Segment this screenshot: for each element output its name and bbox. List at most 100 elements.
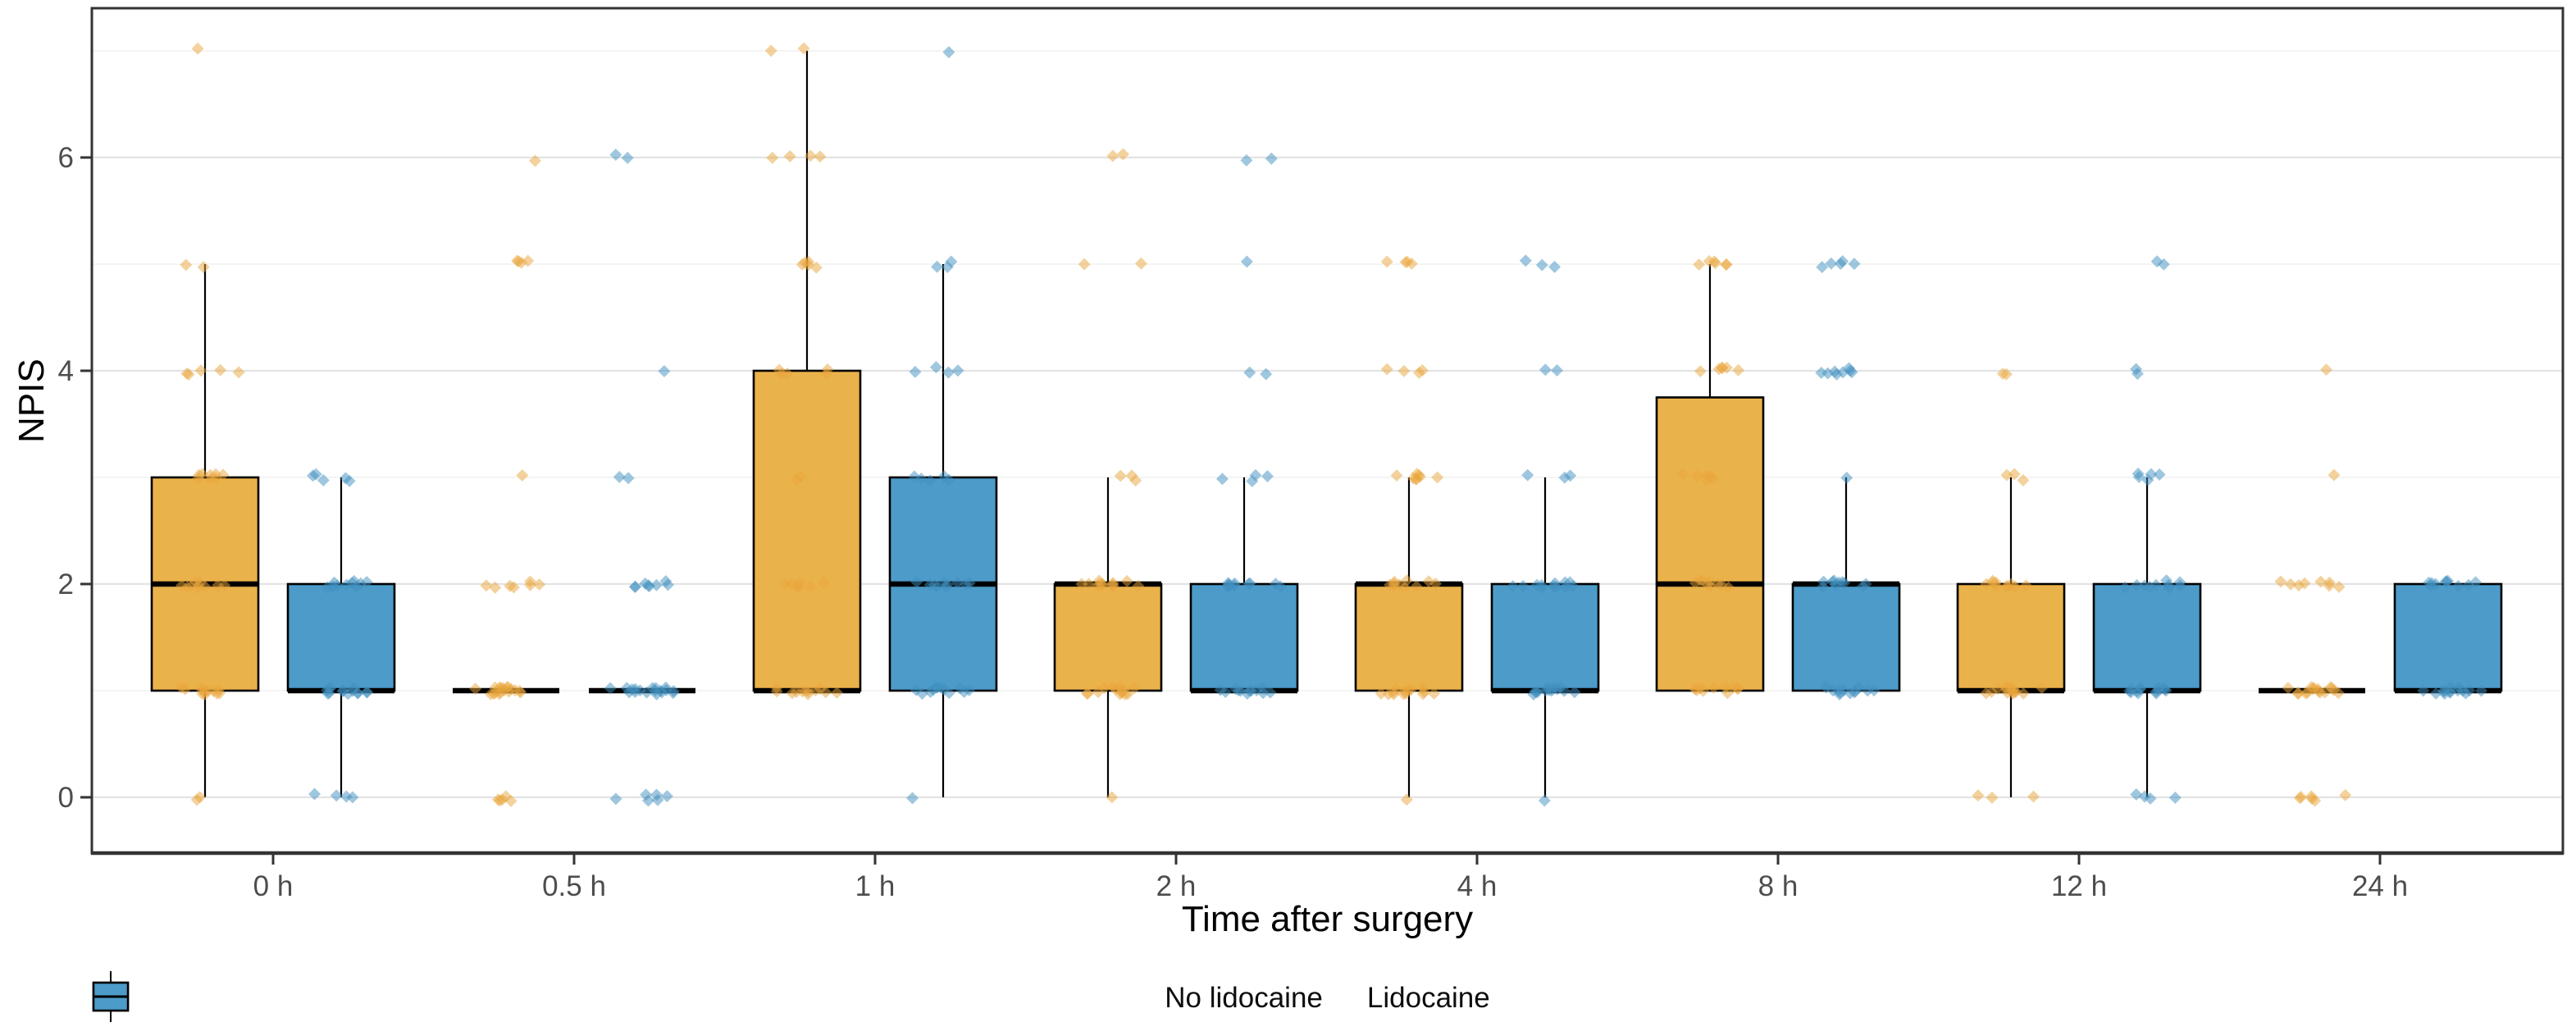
data-point	[797, 42, 810, 55]
data-point	[819, 686, 832, 699]
data-point	[963, 577, 976, 590]
box	[2393, 582, 2503, 692]
data-point	[784, 577, 797, 591]
data-point	[1845, 366, 1858, 379]
data-point	[1398, 581, 1411, 594]
data-point	[2339, 788, 2352, 801]
data-point	[764, 44, 777, 57]
data-point	[923, 474, 937, 487]
legend-item-lidocaine: Lidocaine	[92, 971, 1490, 1022]
data-point	[2469, 576, 2483, 589]
data-point	[914, 472, 928, 486]
data-point	[2130, 578, 2143, 591]
data-point	[809, 684, 822, 697]
data-point	[1827, 574, 1840, 587]
data-point	[2456, 684, 2469, 697]
data-point	[1222, 578, 1235, 591]
y-tick-label: 4	[58, 355, 74, 387]
data-point	[1240, 154, 1253, 167]
jitter-points	[469, 154, 546, 807]
data-point	[1078, 258, 1091, 271]
data-point	[1242, 684, 1256, 697]
box	[752, 369, 862, 692]
data-point	[622, 472, 635, 485]
data-point	[1676, 468, 1689, 481]
data-point	[2138, 790, 2151, 803]
data-point	[2291, 687, 2305, 701]
data-point	[2274, 575, 2287, 588]
data-point	[640, 788, 653, 801]
data-point	[2150, 255, 2163, 268]
data-point	[1405, 257, 1418, 270]
data-point	[1075, 577, 1088, 591]
data-point	[198, 687, 212, 701]
data-point	[317, 474, 330, 487]
data-point	[1387, 687, 1400, 701]
data-point	[203, 468, 217, 481]
data-point	[180, 258, 193, 272]
data-point	[1128, 682, 1141, 695]
data-point	[498, 684, 511, 697]
data-point	[2027, 790, 2040, 803]
data-point	[507, 581, 520, 594]
data-point	[1825, 257, 1838, 270]
data-point	[330, 789, 343, 802]
data-point	[951, 576, 964, 589]
data-point	[1535, 258, 1548, 272]
data-point	[1274, 580, 1287, 593]
data-point	[1405, 682, 1418, 696]
jitter-points	[1676, 254, 1745, 700]
data-point	[209, 468, 222, 481]
data-point	[197, 261, 210, 274]
data-point	[2323, 576, 2336, 589]
boxplot-no-lidocaine-8h	[1655, 254, 1765, 700]
data-point	[2284, 577, 2297, 591]
jitter-points	[1375, 255, 1444, 806]
data-point	[941, 366, 955, 379]
data-point	[2282, 682, 2295, 695]
data-point	[179, 682, 192, 696]
data-point	[1980, 577, 1993, 591]
data-point	[954, 682, 967, 695]
data-point	[609, 792, 622, 806]
jitter-points	[2118, 255, 2186, 806]
data-point	[1527, 687, 1540, 701]
data-point	[1240, 255, 1253, 268]
data-point	[660, 790, 673, 803]
data-point	[1390, 469, 1403, 482]
box	[1655, 396, 1765, 692]
data-point	[1132, 579, 1145, 592]
data-point	[1416, 363, 1429, 377]
box	[2092, 582, 2202, 692]
boxplot-no-lidocaine-2h	[1053, 148, 1163, 804]
data-point	[801, 685, 814, 698]
data-point	[906, 792, 919, 805]
data-point	[783, 149, 796, 162]
data-point	[1853, 681, 1866, 694]
data-point	[1840, 471, 1853, 484]
data-point	[1548, 260, 1562, 273]
data-point	[512, 255, 525, 268]
data-point	[2451, 579, 2464, 592]
boxplot-no-lidocaine-12h	[1956, 367, 2066, 804]
boxplot-lidocaine-4h	[1490, 254, 1600, 807]
data-point	[773, 363, 786, 377]
data-point	[2173, 579, 2186, 592]
data-point	[931, 681, 944, 694]
data-point	[2293, 792, 2306, 805]
data-point	[2131, 367, 2144, 381]
data-point	[1817, 580, 1830, 593]
data-point	[1134, 257, 1147, 270]
data-point	[1721, 687, 1734, 700]
data-point	[1707, 681, 1721, 694]
data-point	[193, 468, 206, 481]
data-point	[341, 687, 354, 701]
data-point	[1117, 148, 1130, 161]
y-tick-label: 2	[58, 568, 74, 600]
data-point	[1418, 686, 1431, 699]
y-axis-title: NPIS	[11, 358, 52, 443]
data-point	[794, 470, 807, 483]
data-point	[1999, 682, 2013, 696]
data-point	[1551, 682, 1564, 696]
data-point	[1120, 575, 1133, 588]
